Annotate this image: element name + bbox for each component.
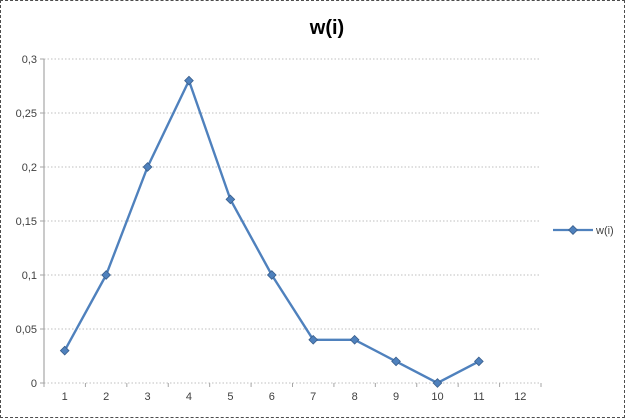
x-tick-label: 12 (514, 391, 526, 403)
y-tick-label: 0,2 (22, 162, 37, 174)
data-point-marker (266, 270, 277, 280)
x-tick-label: 9 (393, 391, 399, 403)
x-tick-label: 3 (144, 391, 150, 403)
x-tick-label: 5 (227, 391, 233, 403)
data-point-marker (142, 162, 153, 172)
y-tick-label: 0 (31, 378, 37, 390)
data-point-marker (349, 334, 360, 345)
y-tick-label: 0,05 (16, 324, 37, 336)
y-tick-label: 0,15 (16, 216, 37, 228)
data-point-marker (59, 345, 70, 356)
x-tick-label: 6 (269, 391, 275, 403)
x-tick-label: 1 (62, 391, 68, 403)
data-point-marker (432, 378, 443, 388)
legend-label: w(i) (595, 225, 614, 237)
data-point-marker (474, 356, 484, 367)
data-point-marker (391, 356, 401, 367)
chart-title: w(i) (309, 17, 344, 39)
x-tick-label: 11 (473, 391, 484, 403)
y-tick-label: 0,25 (16, 108, 37, 120)
x-tick-label: 8 (352, 391, 358, 403)
data-point-marker (225, 194, 236, 205)
data-point-marker (101, 270, 111, 280)
data-point-marker (184, 75, 194, 86)
x-tick-label: 2 (103, 391, 109, 403)
legend-marker-diamond (568, 225, 578, 235)
x-tick-label: 10 (431, 391, 443, 403)
data-point-marker (308, 334, 319, 345)
x-tick-label: 7 (310, 391, 316, 403)
y-tick-label: 0,1 (22, 270, 37, 282)
x-tick-label: 4 (186, 391, 192, 403)
series-line (63, 79, 481, 385)
legend: w(i) (553, 225, 614, 237)
plot-area: 00,050,10,150,20,250,31 2 3 4 5 6 7 8 9 10 11 12 (16, 54, 542, 403)
y-tick-label: 0,3 (22, 54, 37, 66)
